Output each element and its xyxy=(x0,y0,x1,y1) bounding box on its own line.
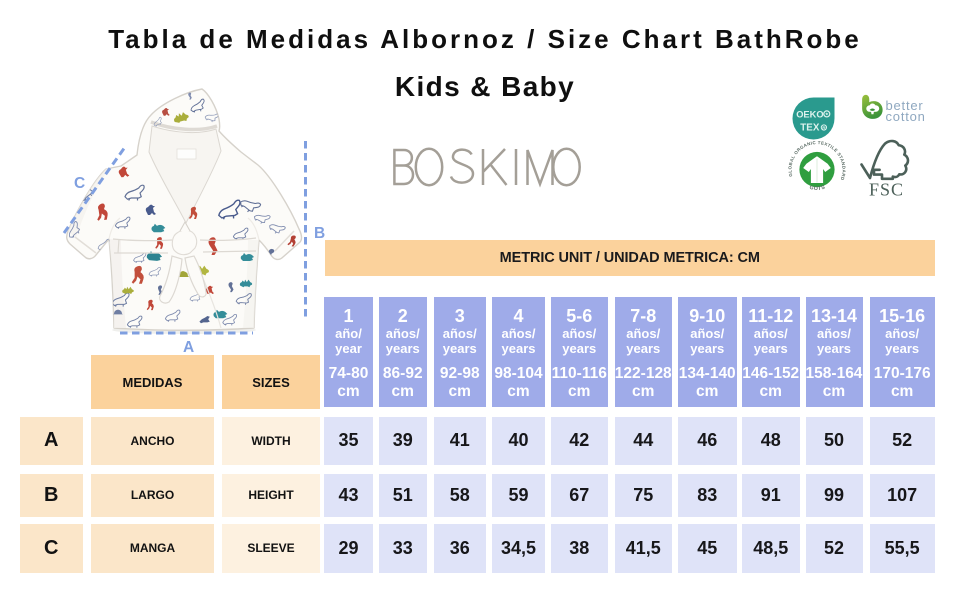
svg-text:B: B xyxy=(314,225,325,242)
svg-text:A: A xyxy=(183,339,194,356)
svg-text:FSC: FSC xyxy=(869,180,904,199)
svg-text:C: C xyxy=(74,175,85,192)
svg-text:OEKO: OEKO xyxy=(796,109,823,119)
svg-text:better: better xyxy=(886,98,924,113)
svg-text:TEX: TEX xyxy=(800,123,820,134)
svg-text:GOTS: GOTS xyxy=(809,184,827,192)
svg-text:R: R xyxy=(822,125,826,131)
svg-text:cotton: cotton xyxy=(886,109,926,123)
